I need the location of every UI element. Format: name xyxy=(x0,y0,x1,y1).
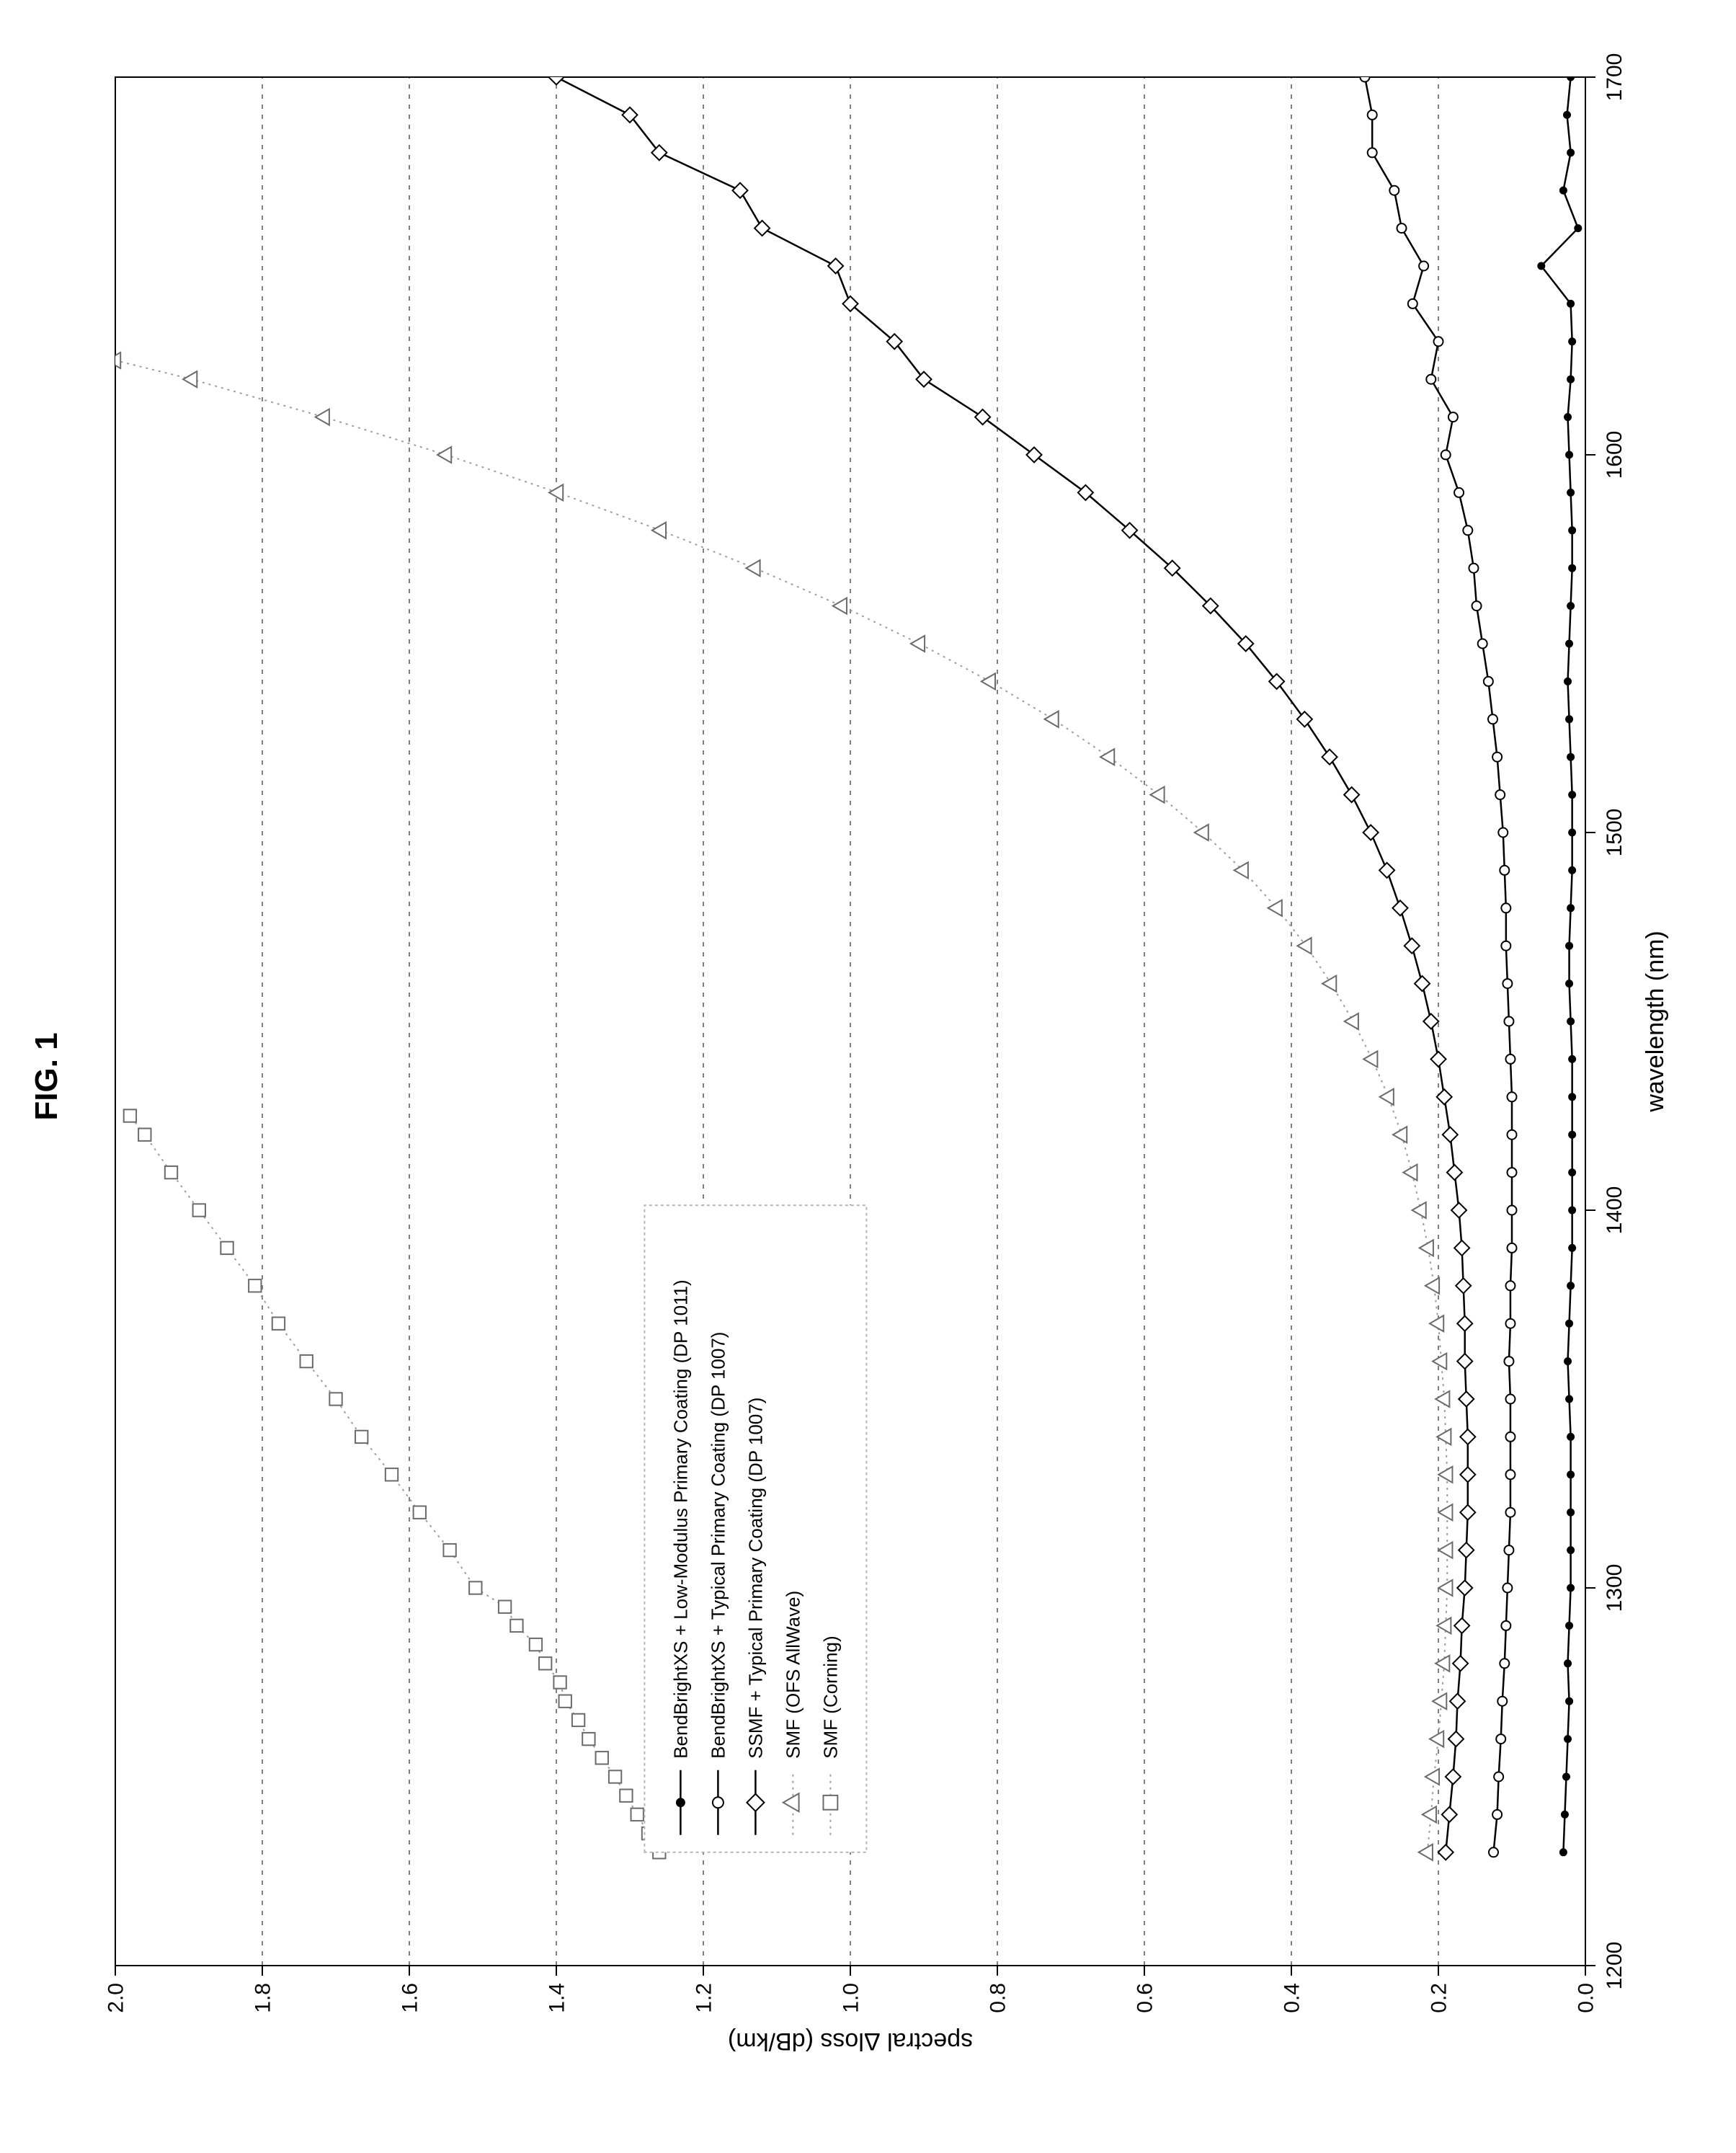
xtick-label: 1600 xyxy=(1603,431,1626,479)
spectral-loss-chart: 1200 1300 1400 1500 1600 1700 0.0 0.2 0.4 0.6 0.8 1… xyxy=(0,0,1736,2153)
legend-label: BendBrightXS + Low-Modulus Primary Coati… xyxy=(670,1279,692,1759)
legend-label: SMF (Corning) xyxy=(820,1635,842,1758)
ytick-label: 0.0 xyxy=(1575,1983,1598,2013)
y-axis-label: spectral Δloss (dB/km) xyxy=(728,2028,973,2055)
xtick-label: 1700 xyxy=(1603,53,1626,102)
ytick-label: 1.4 xyxy=(546,1983,569,2013)
legend: BendBrightXS + Low-Modulus Primary Coati… xyxy=(644,1205,866,1852)
ytick-label: 2.0 xyxy=(104,1983,128,2013)
ytick-label: 0.4 xyxy=(1281,1983,1304,2013)
ytick-label: 1.8 xyxy=(252,1983,275,2013)
xtick-label: 1200 xyxy=(1603,1942,1626,1990)
xtick-label: 1500 xyxy=(1603,809,1626,857)
ytick-label: 1.6 xyxy=(399,1983,422,2013)
figure-title: FIG. 1 xyxy=(29,0,65,2153)
ytick-label: 0.6 xyxy=(1134,1983,1157,2013)
ytick-label: 0.2 xyxy=(1428,1983,1451,2013)
xtick-label: 1400 xyxy=(1603,1186,1626,1235)
legend-label: SSMF + Typical Primary Coating (DP 1007) xyxy=(745,1398,767,1759)
ytick-label: 0.8 xyxy=(987,1983,1010,2013)
ytick-label: 1.0 xyxy=(840,1983,863,2013)
legend-label: BendBrightXS + Typical Primary Coating (… xyxy=(708,1332,729,1759)
xtick-label: 1300 xyxy=(1603,1564,1626,1612)
x-axis-label: wavelength (nm) xyxy=(1642,931,1669,1112)
ytick-label: 1.2 xyxy=(693,1983,716,2013)
legend-label: SMF (OFS AllWave) xyxy=(783,1591,804,1759)
